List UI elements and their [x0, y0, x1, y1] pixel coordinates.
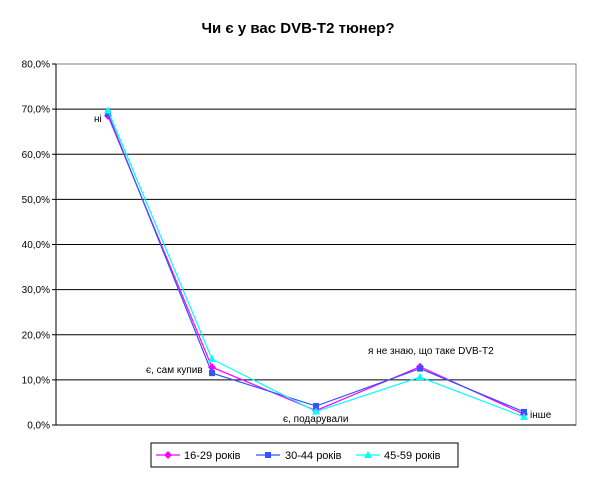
y-tick-label: 50,0%	[22, 195, 50, 206]
legend-label-45-59: 45-59 років	[384, 450, 441, 462]
legend-marker-16-29	[164, 451, 172, 459]
data-point	[520, 412, 528, 420]
y-tick-label: 80,0%	[22, 60, 50, 71]
legend-marker-45-59	[364, 451, 372, 458]
data-point	[104, 106, 112, 114]
data-point	[521, 408, 527, 415]
legend-label-30-44: 30-44 років	[285, 450, 342, 462]
data-point	[312, 407, 320, 415]
data-point	[417, 365, 423, 372]
cat-label-2: є, подарували	[283, 414, 348, 425]
data-point	[313, 403, 319, 410]
data-point	[105, 110, 111, 117]
cat-label-0: ні	[94, 114, 102, 125]
data-point	[208, 355, 216, 363]
series-2	[104, 106, 528, 420]
y-tick-label: 70,0%	[22, 105, 50, 116]
cat-label-1: є, сам купив	[146, 365, 203, 376]
y-tick-label: 0,0%	[27, 421, 50, 432]
y-tick-label: 10,0%	[22, 375, 50, 386]
legend-label-16-29: 16-29 років	[184, 450, 241, 462]
y-tick-label: 30,0%	[22, 285, 50, 296]
legend: 16-29 років 30-44 років 45-59 років	[150, 442, 459, 468]
chart-title: Чи є у вас DVB-T2 тюнер?	[202, 20, 395, 37]
data-point	[209, 370, 215, 377]
legend-box	[150, 442, 459, 468]
y-tick-label: 40,0%	[22, 240, 50, 251]
y-tick-label: 60,0%	[22, 150, 50, 161]
legend-marker-30-44	[265, 452, 271, 458]
cat-label-3: я не знаю, що таке DVB-T2	[368, 346, 494, 357]
y-tick-label: 20,0%	[22, 330, 50, 341]
data-point	[416, 373, 424, 381]
cat-label-4: інше	[530, 410, 552, 421]
series-1	[105, 110, 527, 415]
